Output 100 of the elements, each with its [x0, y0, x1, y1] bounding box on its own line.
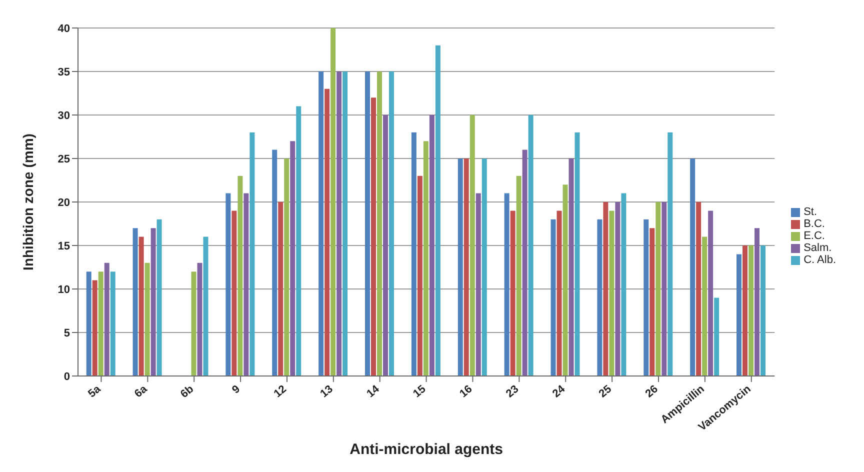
bar	[370, 98, 376, 376]
bar	[423, 141, 428, 376]
bar	[702, 236, 708, 376]
bar	[92, 280, 98, 376]
bar	[656, 202, 661, 376]
bar	[504, 193, 510, 376]
bar	[324, 88, 330, 376]
y-tick-label: 20	[58, 196, 70, 209]
x-tick-label: 6a	[132, 382, 150, 400]
bar	[510, 210, 516, 376]
legend-label: B.C.	[804, 218, 825, 230]
bar	[516, 176, 522, 376]
bar	[284, 158, 290, 376]
bar	[278, 202, 284, 376]
bar	[615, 202, 620, 376]
bar	[574, 132, 580, 376]
bar	[644, 219, 649, 376]
bar	[562, 184, 568, 376]
x-tick-label: 16	[458, 383, 475, 400]
bar	[476, 193, 481, 376]
bar	[482, 158, 487, 376]
x-tick-label: 12	[272, 383, 289, 400]
y-tick-label: 10	[58, 284, 70, 296]
bar	[203, 236, 208, 376]
bar	[411, 132, 416, 376]
x-tick-label: 23	[504, 383, 522, 400]
bar	[238, 176, 243, 376]
bar	[98, 272, 104, 376]
x-axis-title: Anti-microbial agents	[350, 441, 503, 458]
bar	[696, 202, 702, 376]
bar	[668, 132, 673, 376]
bar	[690, 158, 696, 376]
x-tick-label: 26	[643, 383, 660, 400]
bar	[435, 45, 440, 376]
bar	[556, 210, 562, 376]
bar	[609, 210, 614, 376]
bar	[760, 246, 766, 376]
bar	[191, 272, 196, 376]
x-tick-label: 24	[550, 382, 568, 400]
bar	[150, 228, 156, 376]
y-axis-title: Inhibition zone (mm)	[20, 134, 36, 270]
bar	[388, 72, 394, 376]
bar	[470, 115, 475, 376]
bar	[550, 219, 556, 376]
bar	[104, 262, 110, 376]
bar	[330, 28, 336, 376]
bar	[708, 210, 714, 376]
bar	[603, 202, 608, 376]
bar	[197, 262, 202, 376]
bar	[144, 262, 150, 376]
bar	[244, 193, 249, 376]
bar	[714, 298, 720, 376]
bar	[662, 202, 667, 376]
y-tick-label: 35	[58, 66, 70, 78]
bar	[336, 72, 342, 376]
bar	[138, 236, 144, 376]
bar	[748, 246, 754, 376]
bar	[429, 115, 434, 376]
bar	[364, 72, 370, 376]
bar	[736, 254, 742, 376]
y-tick-label: 0	[64, 370, 70, 383]
bar	[318, 72, 324, 376]
x-tick-label: 9	[230, 383, 242, 396]
legend-label: C. Alb.	[804, 254, 836, 266]
bar	[132, 228, 138, 376]
bar	[464, 158, 469, 376]
legend-label: E.C.	[804, 230, 825, 242]
bar	[232, 210, 237, 376]
bar	[568, 158, 574, 376]
bar	[296, 106, 302, 376]
bar	[650, 228, 655, 376]
legend-label: Salm.	[804, 242, 832, 254]
bar	[110, 272, 116, 376]
bar	[86, 272, 92, 376]
bar	[376, 72, 382, 376]
y-tick-label: 25	[58, 153, 70, 166]
bar	[528, 115, 534, 376]
bar	[458, 158, 463, 376]
bar	[290, 141, 296, 376]
legend-label: St.	[804, 206, 818, 218]
bar	[342, 72, 348, 376]
bar	[272, 150, 278, 376]
bar	[522, 150, 528, 376]
y-tick-label: 5	[64, 327, 70, 340]
x-tick-label: 13	[318, 383, 336, 400]
bar	[417, 176, 422, 376]
y-tick-label: 15	[58, 240, 70, 252]
x-tick-label: 6b	[178, 382, 196, 401]
bar	[754, 228, 760, 376]
x-tick-label: 25	[596, 383, 614, 400]
bar	[597, 219, 602, 376]
x-tick-label: 14	[364, 382, 382, 400]
bar	[621, 193, 626, 376]
y-tick-label: 40	[58, 22, 70, 35]
bar	[250, 132, 255, 376]
y-tick-label: 30	[58, 110, 70, 122]
x-tick-label: 15	[411, 383, 428, 400]
bar	[226, 193, 231, 376]
bar	[382, 115, 388, 376]
bar	[156, 219, 162, 376]
